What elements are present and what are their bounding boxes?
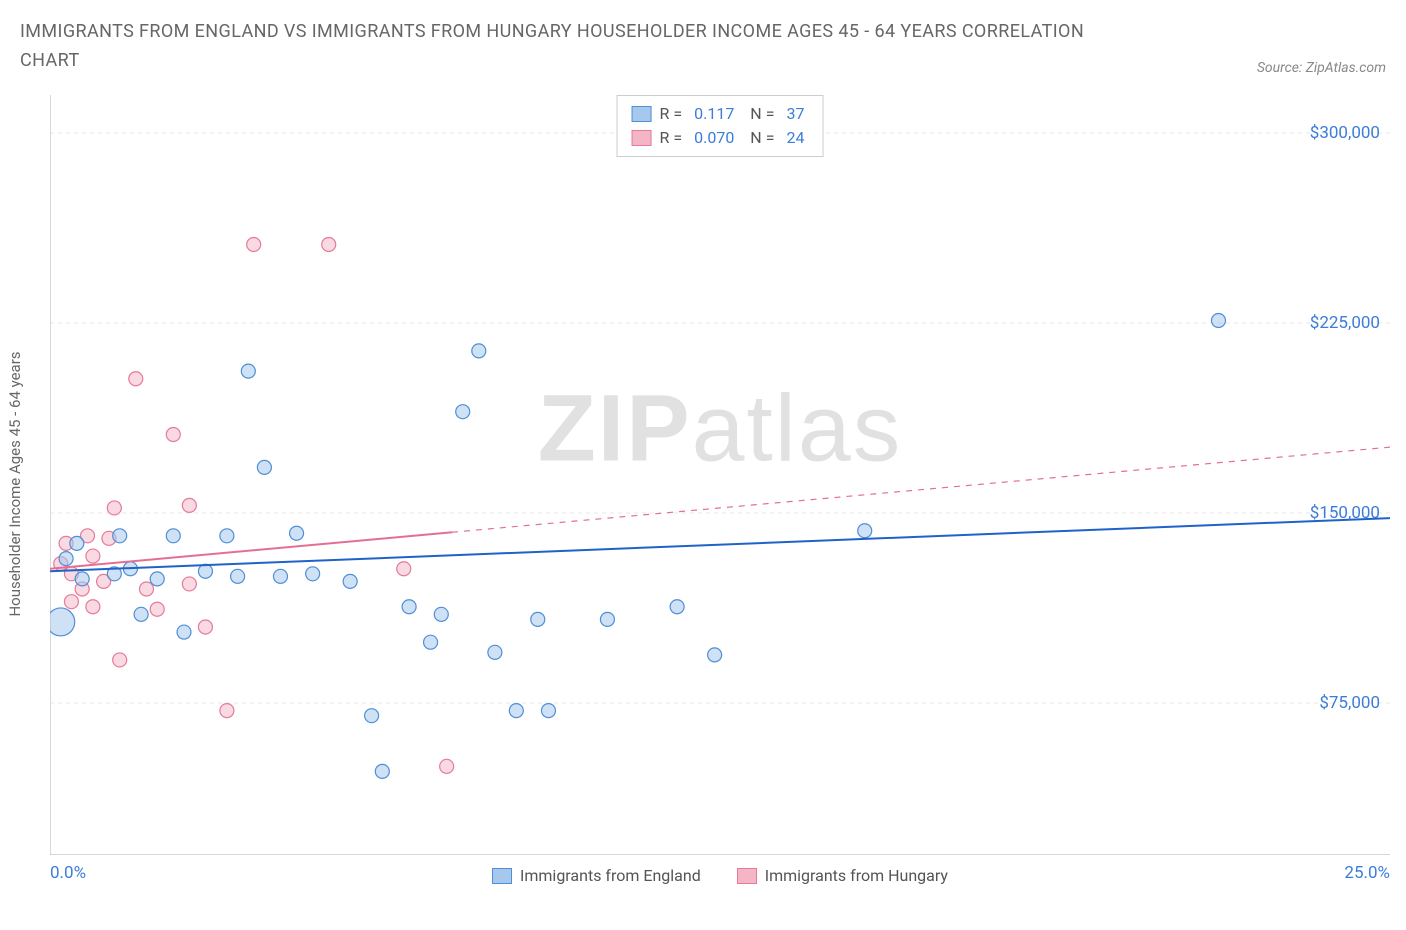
data-point [107,501,121,515]
data-point [177,625,191,639]
y-axis-tick-label: $225,000 [1310,313,1380,333]
legend-label: Immigrants from Hungary [765,866,948,885]
legend-item: Immigrants from Hungary [737,866,948,885]
data-point [113,653,127,667]
legend-row: R = 0.117 N = 37 [632,102,809,126]
legend-r-value: 0.070 [694,126,734,150]
data-point [402,600,416,614]
data-point [150,572,164,586]
legend-swatch [492,868,512,884]
legend-swatch [737,868,757,884]
legend-item: Immigrants from England [492,866,701,885]
data-point [86,600,100,614]
data-point [134,607,148,621]
chart-area: Householder Income Ages 45 - 64 years ZI… [50,95,1390,855]
data-point [220,529,234,543]
data-point [150,602,164,616]
legend-r-label: R = [660,126,683,150]
data-point [166,427,180,441]
legend-n-value: 37 [786,102,804,126]
data-point [241,364,255,378]
data-point [424,635,438,649]
data-point [86,549,100,563]
data-point [531,612,545,626]
data-point [600,612,614,626]
data-point [509,704,523,718]
data-point [541,704,555,718]
data-point [198,564,212,578]
legend-swatch [632,130,652,146]
y-axis-tick-label: $75,000 [1319,693,1380,713]
data-point [220,704,234,718]
x-axis-min-label: 0.0% [50,863,86,883]
data-point [273,569,287,583]
legend-n-value: 24 [786,126,804,150]
data-point [306,567,320,581]
data-point [440,759,454,773]
data-point [365,709,379,723]
trend-line-dashed [452,447,1390,532]
data-point [257,460,271,474]
data-point [247,237,261,251]
data-point [472,344,486,358]
data-point [290,526,304,540]
legend-r-value: 0.117 [694,102,734,126]
data-point [198,620,212,634]
y-axis-tick-label: $300,000 [1310,123,1380,143]
data-point [343,574,357,588]
legend-swatch [632,106,652,122]
data-point [70,536,84,550]
legend-row: R = 0.070 N = 24 [632,126,809,150]
data-point [231,569,245,583]
data-point [670,600,684,614]
data-point [59,552,73,566]
data-point [488,645,502,659]
data-point [50,608,75,636]
legend-n-label: N = [746,126,774,150]
chart-title: IMMIGRANTS FROM ENGLAND VS IMMIGRANTS FR… [20,18,1120,76]
data-point [182,577,196,591]
x-axis-max-label: 25.0% [1344,863,1390,883]
y-axis-label: Householder Income Ages 45 - 64 years [6,351,24,616]
data-point [434,607,448,621]
correlation-legend: R = 0.117 N = 37 R = 0.070 N = 24 [617,95,824,157]
data-point [75,572,89,586]
legend-r-label: R = [660,102,683,126]
series-legend: Immigrants from England Immigrants from H… [492,866,948,885]
data-point [64,595,78,609]
data-point [113,529,127,543]
data-point [322,237,336,251]
data-point [1211,313,1225,327]
data-point [397,562,411,576]
data-point [129,372,143,386]
data-point [166,529,180,543]
data-point [182,498,196,512]
legend-label: Immigrants from England [520,866,701,885]
legend-n-label: N = [746,102,774,126]
source-label: Source: ZipAtlas.com [1257,60,1386,76]
data-point [858,524,872,538]
y-axis-tick-label: $150,000 [1310,503,1380,523]
data-point [139,582,153,596]
trend-line [50,518,1390,571]
scatter-plot [50,95,1390,855]
data-point [456,405,470,419]
data-point [375,764,389,778]
data-point [708,648,722,662]
